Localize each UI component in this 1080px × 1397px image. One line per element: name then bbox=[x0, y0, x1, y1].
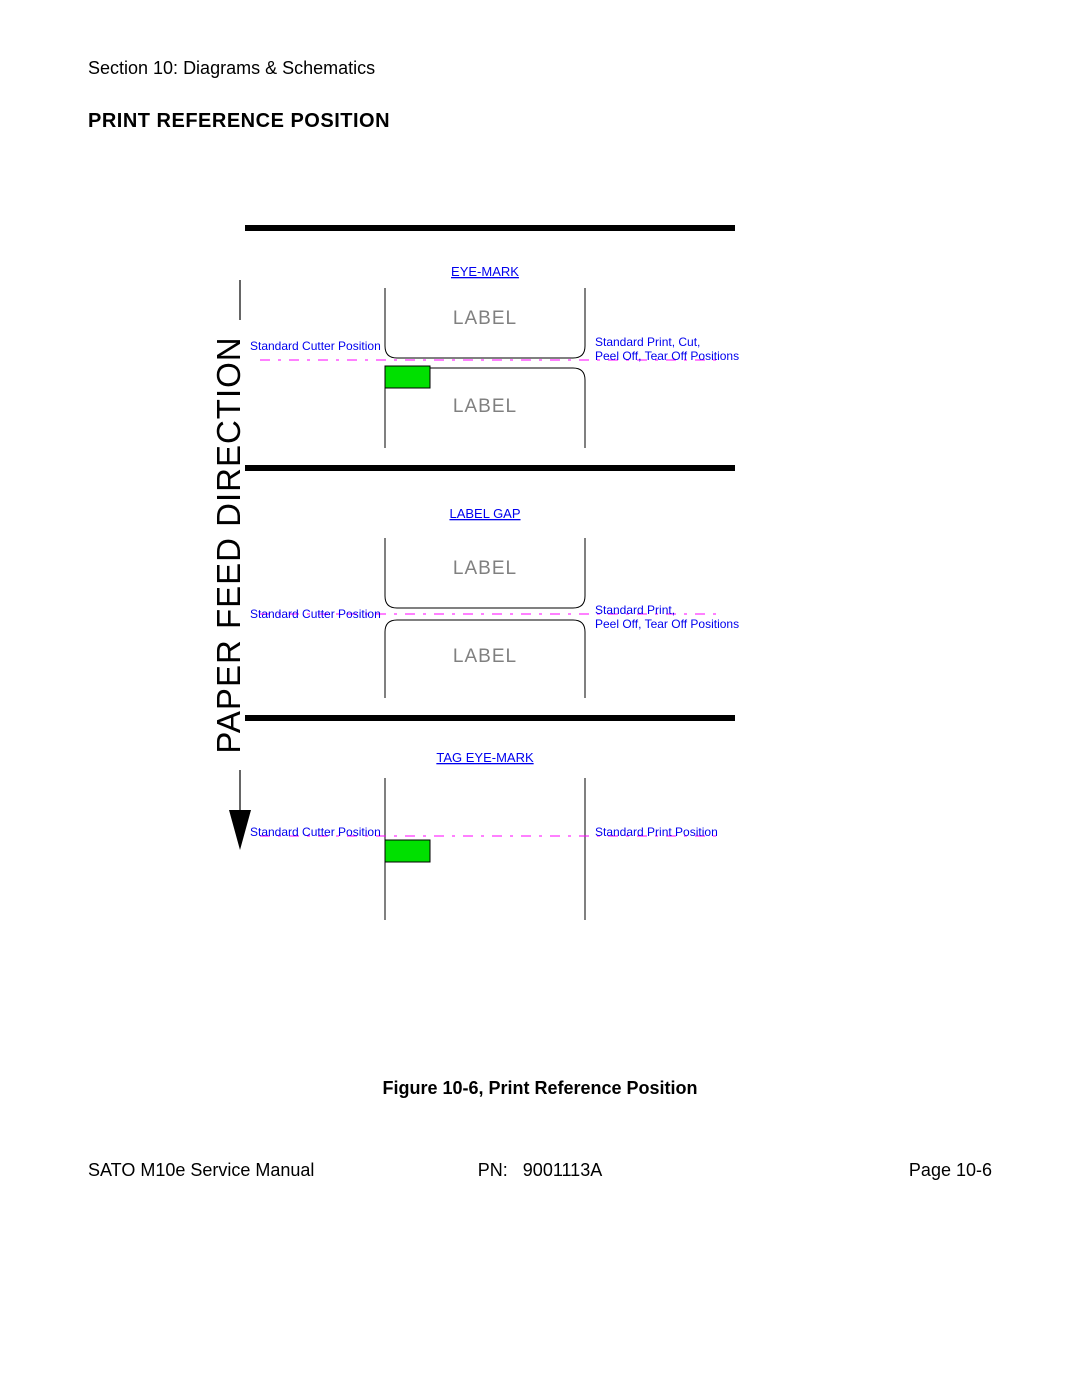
label-text: LABEL bbox=[453, 396, 517, 417]
panel-title-tag-eye-mark: TAG EYE-MARK bbox=[436, 750, 534, 765]
label-text: LABEL bbox=[453, 308, 517, 329]
right-note-line1: Standard Print Position bbox=[595, 825, 718, 839]
diagram-container: PAPER FEED DIRECTION EYE-MARK LABEL LABEL St… bbox=[160, 200, 920, 960]
figure-caption: Figure 10-6, Print Reference Position bbox=[0, 1078, 1080, 1099]
feed-arrow-head-icon bbox=[229, 810, 251, 850]
label-text: LABEL bbox=[453, 558, 517, 579]
footer-page-number: Page 10-6 bbox=[909, 1160, 992, 1181]
left-note: Standard Cutter Position bbox=[250, 339, 381, 353]
print-reference-diagram: PAPER FEED DIRECTION EYE-MARK LABEL LABEL St… bbox=[160, 200, 920, 960]
eye-mark-icon bbox=[385, 840, 430, 862]
footer-pn-prefix: PN: bbox=[478, 1160, 508, 1180]
eye-mark-icon bbox=[385, 366, 430, 388]
panel-title-label-gap: LABEL GAP bbox=[449, 506, 520, 521]
right-note-line2: Peel Off, Tear Off Positions bbox=[595, 349, 739, 363]
page-title: PRINT REFERENCE POSITION bbox=[88, 110, 390, 133]
label-text: LABEL bbox=[453, 646, 517, 667]
right-note-line2: Peel Off, Tear Off Positions bbox=[595, 617, 739, 631]
right-note-line1: Standard Print, bbox=[595, 603, 675, 617]
panel-title-eye-mark: EYE-MARK bbox=[451, 264, 519, 279]
right-note-line1: Standard Print, Cut, bbox=[595, 335, 700, 349]
left-note: Standard Cutter Position bbox=[250, 607, 381, 621]
feed-direction-label: PAPER FEED DIRECTION bbox=[210, 336, 247, 753]
left-note: Standard Cutter Position bbox=[250, 825, 381, 839]
footer-pn-value: 9001113A bbox=[523, 1160, 602, 1180]
section-header: Section 10: Diagrams & Schematics bbox=[88, 58, 375, 79]
